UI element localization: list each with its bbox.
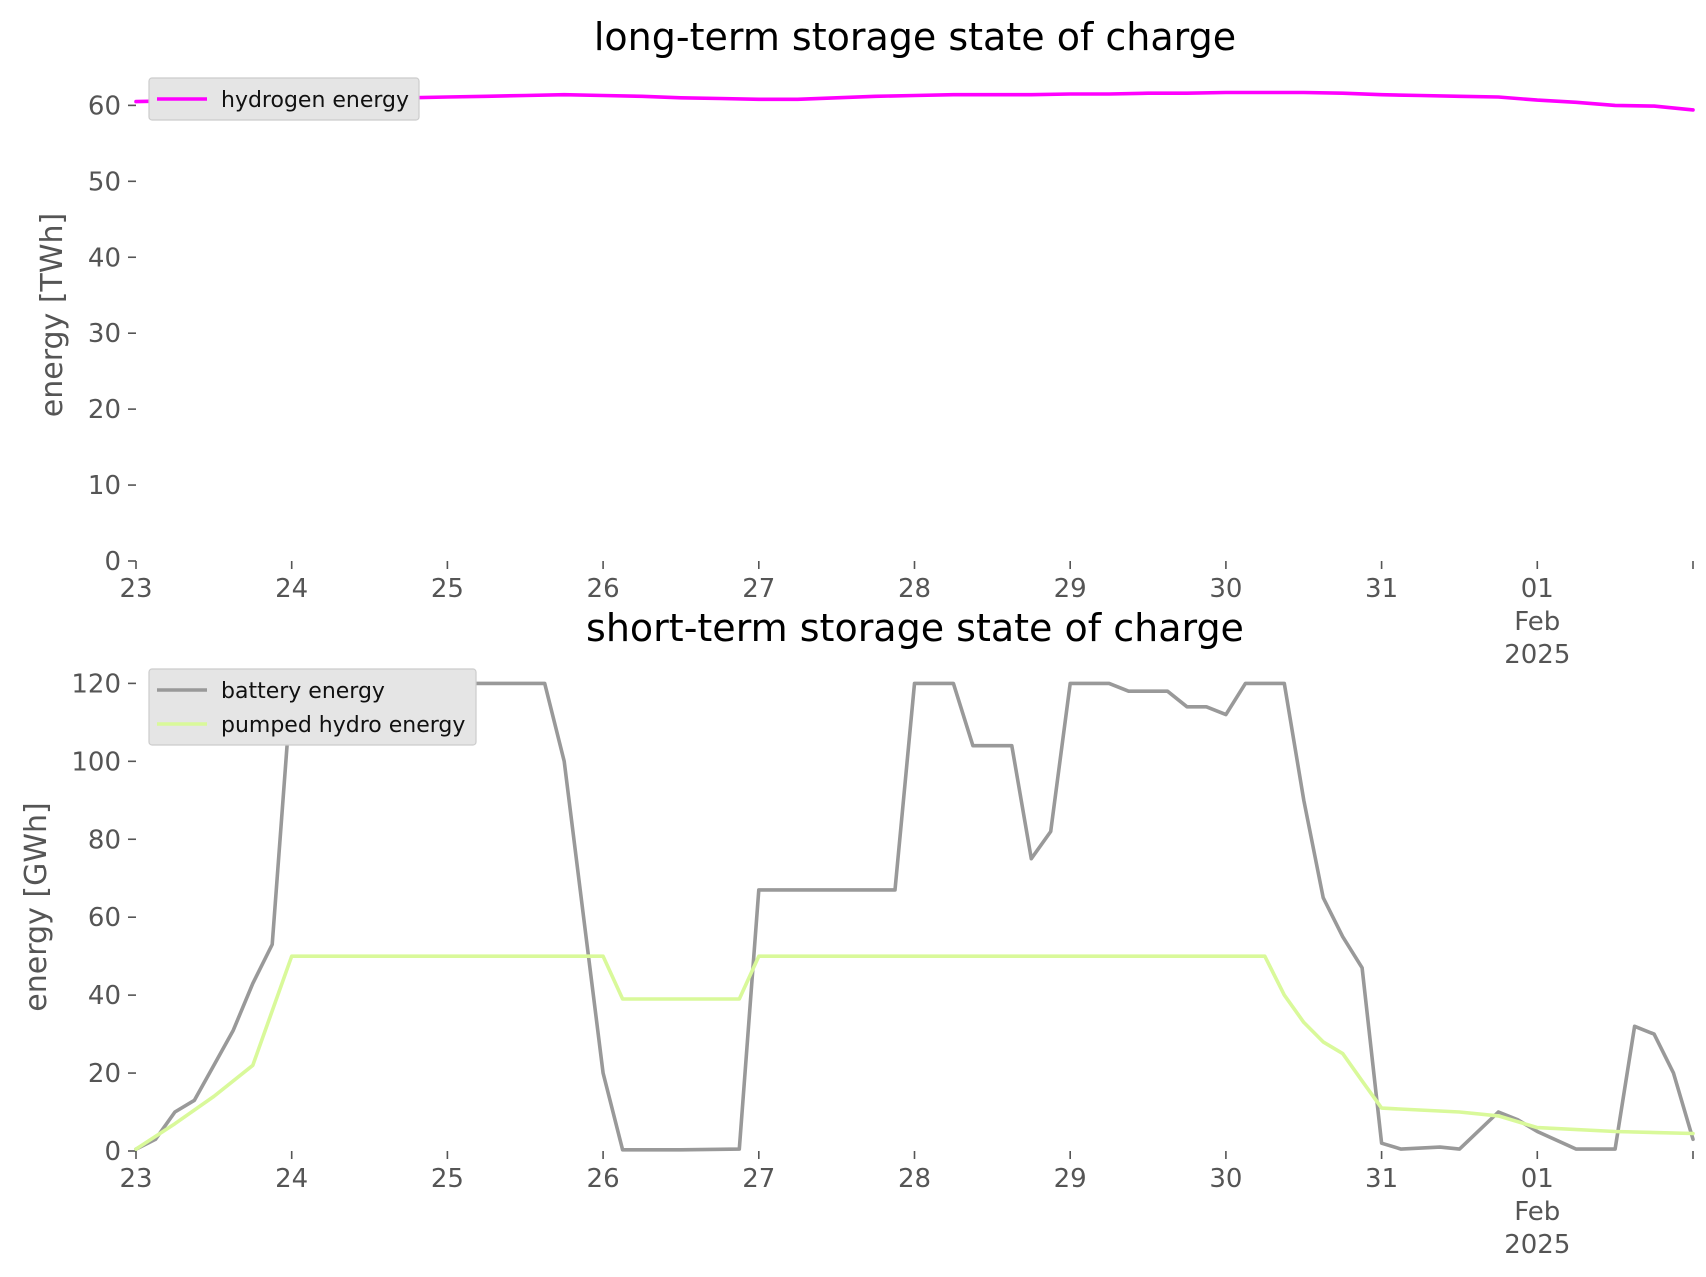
x-tick-label: 25 xyxy=(431,574,464,604)
x-tick-label: 24 xyxy=(275,574,308,604)
y-axis: 0 10 20 30 40 50 60 xyxy=(88,91,136,577)
y-tick-label: 100 xyxy=(71,747,121,777)
legend: hydrogen energy xyxy=(148,77,420,121)
x-axis: 23 24 25 26 27 28 29 30 31 01 Feb 2025 xyxy=(119,1151,1694,1260)
series-line-battery-energy xyxy=(134,681,1695,1152)
x-tick-label: 23 xyxy=(119,1164,152,1194)
y-tick-label: 0 xyxy=(104,547,121,577)
x-tick-label: 28 xyxy=(898,574,931,604)
x-tick-label: 01 Feb 2025 xyxy=(1504,574,1570,670)
x-tick-label: 27 xyxy=(742,574,775,604)
y-tick-label: 0 xyxy=(104,1137,121,1167)
x-tick-label: 30 xyxy=(1209,1164,1242,1194)
legend-entry: pumped hydro energy xyxy=(221,713,465,738)
y-tick-label: 30 xyxy=(88,319,121,349)
x-tick-label: 31 xyxy=(1365,574,1398,604)
legend: battery energy pumped hydro energy xyxy=(148,668,477,746)
y-tick-label: 60 xyxy=(88,903,121,933)
x-tick-label: 30 xyxy=(1209,574,1242,604)
y-tick-label: 60 xyxy=(88,91,121,121)
legend-box xyxy=(148,77,420,121)
x-tick-label: 28 xyxy=(898,1164,931,1194)
x-tick-label: 26 xyxy=(587,1164,620,1194)
x-tick-label: 29 xyxy=(1054,574,1087,604)
x-tick-label: 24 xyxy=(275,1164,308,1194)
plot-area xyxy=(134,681,1695,1152)
x-tick-label: 26 xyxy=(587,574,620,604)
x-axis: 23 24 25 26 27 28 29 30 31 01 Feb 2025 xyxy=(119,561,1694,670)
legend-box xyxy=(148,668,477,746)
y-axis-label: energy [TWh] xyxy=(35,213,70,417)
legend-entry: hydrogen energy xyxy=(221,88,409,113)
y-tick-label: 40 xyxy=(88,981,121,1011)
y-tick-label: 20 xyxy=(88,395,121,425)
y-tick-label: 10 xyxy=(88,471,121,501)
chart-long-term: long-term storage state of charge energy… xyxy=(35,15,1695,670)
legend-entry: battery energy xyxy=(221,679,385,704)
chart-title: long-term storage state of charge xyxy=(594,15,1236,59)
y-tick-label: 80 xyxy=(88,825,121,855)
x-tick-label: 25 xyxy=(431,1164,464,1194)
x-tick-label: 31 xyxy=(1365,1164,1398,1194)
y-tick-label: 50 xyxy=(88,167,121,197)
x-tick-label: 27 xyxy=(742,1164,775,1194)
y-tick-label: 120 xyxy=(71,669,121,699)
y-tick-label: 40 xyxy=(88,243,121,273)
y-tick-label: 20 xyxy=(88,1059,121,1089)
y-axis: 0 20 40 60 80 100 120 xyxy=(71,669,136,1167)
x-tick-label: 29 xyxy=(1054,1164,1087,1194)
series-line-pumped-hydro-energy xyxy=(134,954,1695,1151)
x-tick-label: 01 Feb 2025 xyxy=(1504,1164,1570,1260)
chart-title: short-term storage state of charge xyxy=(586,606,1244,650)
x-tick-label: 23 xyxy=(119,574,152,604)
chart-short-term: short-term storage state of charge energ… xyxy=(19,606,1695,1260)
y-axis-label: energy [GWh] xyxy=(19,802,54,1011)
